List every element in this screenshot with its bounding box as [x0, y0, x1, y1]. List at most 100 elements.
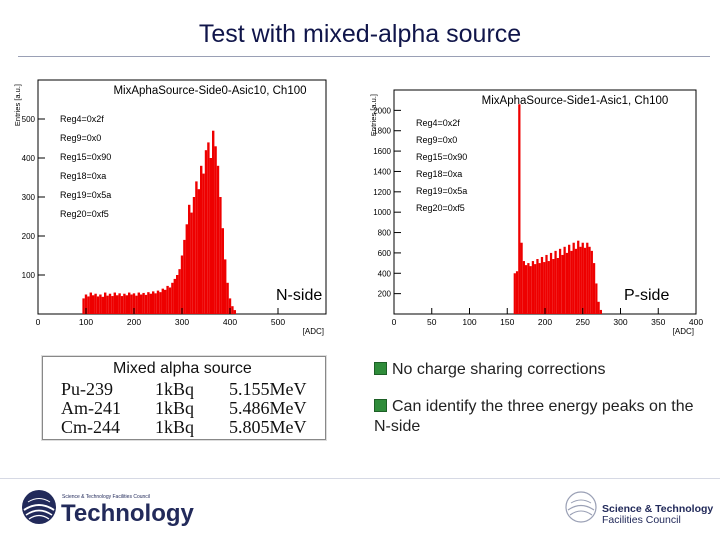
- histogram-bar: [552, 259, 555, 314]
- x-tick-label: 150: [500, 317, 514, 327]
- isotope-name: Am-241: [61, 398, 121, 418]
- histogram-bar: [572, 242, 575, 314]
- legend-entry: Reg20=0xf5: [60, 209, 109, 219]
- energy-value: 5.155MeV: [229, 379, 307, 399]
- y-tick-label: 200: [378, 290, 392, 299]
- histogram-bar: [554, 250, 557, 314]
- histogram-bar: [106, 295, 109, 314]
- legend-entry: Reg18=0xa: [416, 169, 462, 179]
- histogram-bar: [520, 242, 523, 314]
- legend-entry: Reg19=0x5a: [60, 190, 111, 200]
- x-tick-label: 100: [79, 317, 93, 327]
- y-tick-label: 2000: [373, 106, 391, 115]
- x-axis-label: [ADC]: [673, 327, 694, 336]
- histogram-bar: [534, 264, 537, 314]
- energy-value: 5.486MeV: [229, 398, 307, 418]
- histogram-bar: [216, 165, 220, 314]
- y-tick-label: 1800: [373, 127, 391, 136]
- histogram-bar: [164, 289, 167, 314]
- histogram-bar: [522, 261, 525, 314]
- x-tick-label: 400: [689, 317, 703, 327]
- histogram-bar: [147, 292, 150, 314]
- x-tick-label: 250: [576, 317, 590, 327]
- histogram-bar: [543, 262, 546, 314]
- y-tick-label: 400: [378, 269, 392, 278]
- histogram-bar: [180, 255, 184, 314]
- histogram-bar: [178, 269, 181, 314]
- histogram-bar: [113, 292, 116, 314]
- histogram-bar: [556, 258, 559, 314]
- histogram-bar: [538, 263, 541, 314]
- histogram-bar: [176, 275, 179, 314]
- histogram-bar: [159, 292, 162, 314]
- histogram-bar: [209, 158, 212, 314]
- histogram-bar: [132, 293, 136, 314]
- x-tick-label: 0: [392, 317, 397, 327]
- histogram-bar: [149, 293, 152, 314]
- histogram-bar: [200, 165, 203, 314]
- histogram-bar: [168, 287, 172, 314]
- histogram-bar: [212, 130, 215, 314]
- histogram-bar: [581, 242, 584, 314]
- n-side-histogram: MixAphaSource-Side0-Asic10, Ch100 0 100 200…: [13, 79, 327, 336]
- histogram-bar: [183, 239, 186, 314]
- y-tick-label: 400: [22, 154, 36, 163]
- histogram-bar: [94, 293, 97, 314]
- checkbox-bullet-icon: [374, 362, 387, 375]
- histogram-bar: [202, 173, 205, 314]
- legend-entry: Reg20=0xf5: [416, 203, 465, 213]
- histogram-bar: [125, 295, 128, 314]
- histogram-bar: [166, 285, 169, 314]
- legend-entry: Reg15=0x90: [416, 152, 467, 162]
- histogram-bar: [135, 295, 138, 314]
- histogram-bar: [568, 244, 571, 314]
- x-tick-label: 350: [651, 317, 665, 327]
- histogram-bar: [130, 294, 133, 314]
- histogram-bar: [137, 292, 140, 314]
- x-tick-label: 200: [538, 317, 552, 327]
- histogram-bar: [96, 296, 100, 314]
- x-tick-label: 50: [427, 317, 437, 327]
- histogram-bar: [529, 266, 532, 314]
- y-tick-label: 800: [378, 229, 392, 238]
- histogram-bar: [173, 278, 176, 314]
- legend-entry: Reg4=0x2f: [60, 114, 104, 124]
- energy-value: 5.805MeV: [229, 417, 307, 437]
- histogram-bar: [144, 294, 148, 314]
- x-tick-label: 0: [36, 317, 41, 327]
- histogram-bar: [549, 252, 553, 314]
- activity-value: 1kBq: [155, 379, 195, 399]
- histogram-bar: [154, 293, 157, 314]
- y-tick-label: 600: [378, 249, 392, 258]
- footer-council-text: Science & Technology Facilities Council: [62, 494, 151, 500]
- footer-technology-text: Technology: [61, 500, 194, 527]
- histogram-bar: [588, 246, 591, 314]
- histogram-bar: [104, 292, 107, 314]
- histogram-bar: [190, 212, 193, 314]
- x-tick-label: 500: [271, 317, 285, 327]
- y-tick-label: 200: [22, 232, 36, 241]
- histogram-bar: [228, 298, 232, 314]
- y-tick-label: 1600: [373, 147, 391, 156]
- histogram-bar: [152, 291, 155, 314]
- histogram-bar: [120, 296, 124, 314]
- histogram-bar: [123, 293, 126, 314]
- y-tick-label: 100: [22, 271, 36, 280]
- p-side-label: P-side: [622, 287, 672, 305]
- legend-entry: Reg4=0x2f: [416, 118, 460, 128]
- histogram-bar: [563, 246, 566, 314]
- y-axis-label: Entries [a.u.]: [369, 94, 378, 136]
- bullet-text: Can identify the three energy peaks on t…: [374, 398, 694, 435]
- stfc-globe-logo-icon: [22, 490, 56, 524]
- histogram-bar: [204, 150, 208, 314]
- legend-entry: Reg19=0x5a: [416, 186, 467, 196]
- legend-entry: Reg9=0x0: [60, 133, 101, 143]
- histogram-bar: [518, 104, 521, 314]
- slide-title: Test with mixed-alpha source: [198, 20, 522, 48]
- histogram-bar: [579, 246, 582, 314]
- histogram-bar: [545, 254, 548, 314]
- legend-entry: Reg15=0x90: [60, 152, 111, 162]
- x-tick-label: 300: [613, 317, 627, 327]
- histogram-bar: [140, 294, 143, 314]
- histogram-bar: [531, 261, 535, 314]
